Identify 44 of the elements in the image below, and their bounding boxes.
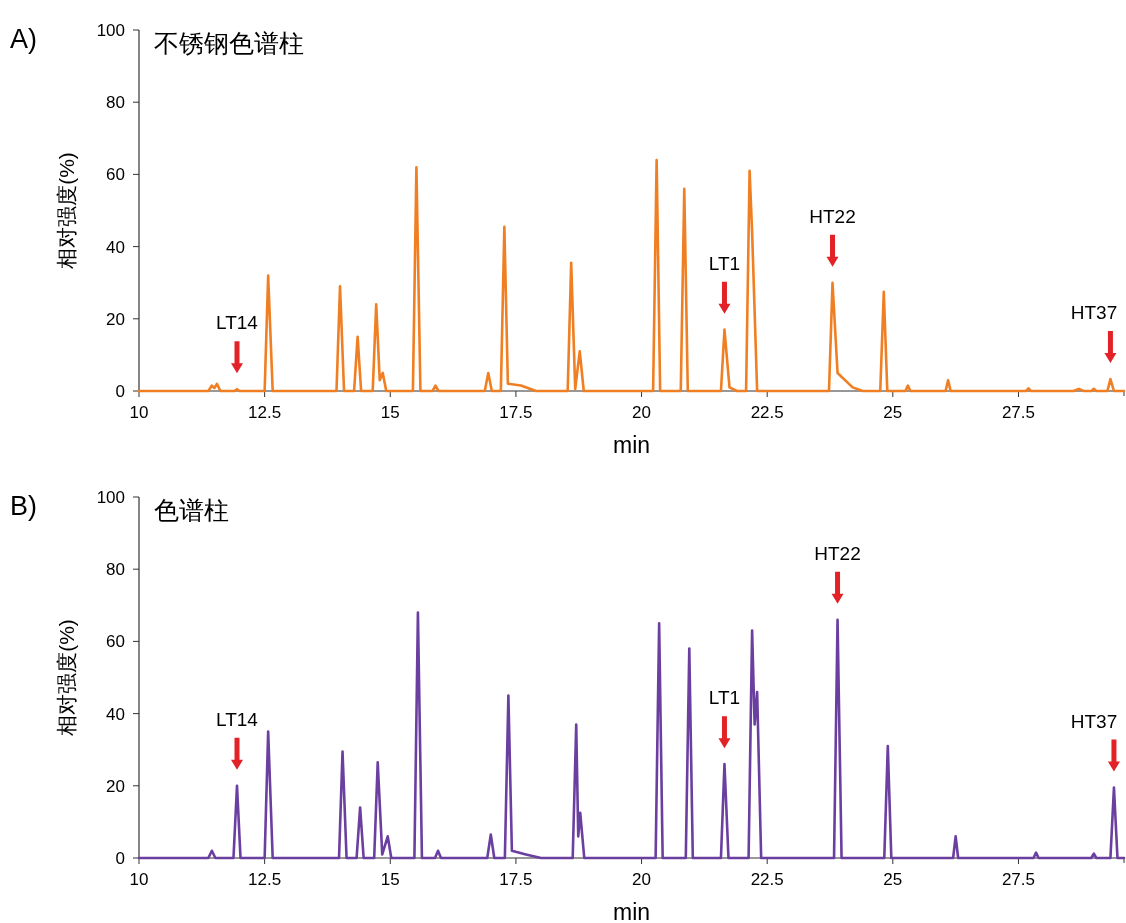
x-tick-label: 25: [883, 403, 903, 422]
annotation: HT22: [809, 205, 856, 227]
text: B): [10, 491, 37, 521]
y-axis-title: 相对强度(%): [55, 619, 78, 736]
x-tick-label: 25: [883, 870, 903, 889]
y-tick-label: 40: [106, 704, 125, 724]
y-tick-label: 0: [115, 382, 125, 401]
annotation: LT14: [216, 312, 259, 334]
x-tick-label: 27.5: [1001, 403, 1036, 422]
x-tick-label: 12.5: [248, 870, 282, 889]
annotation: LT14: [216, 708, 259, 730]
x-tick-label: 17.5: [499, 403, 533, 422]
annotation: HT37: [1070, 302, 1118, 324]
x-axis-title: min: [612, 432, 651, 458]
y-tick-label: 20: [106, 309, 125, 329]
annotation: LT1: [708, 687, 741, 709]
x-tick-label: 15: [380, 870, 400, 889]
x-tick-label: 20: [632, 403, 652, 422]
y-tick-label: 100: [96, 21, 125, 40]
x-tick-label: 20: [632, 870, 652, 889]
annotation: HT22: [814, 542, 861, 564]
text: A): [10, 24, 37, 54]
chart-title: 色谱柱: [154, 496, 229, 524]
annotation: HT37: [1070, 710, 1118, 732]
y-tick-label: 100: [96, 488, 125, 507]
y-tick-label: 20: [106, 776, 125, 796]
x-tick-label: 12.5: [248, 403, 282, 422]
x-tick-label: 10: [129, 870, 149, 889]
x-tick-label: 17.5: [499, 870, 533, 889]
chart-title: 不锈钢色谱柱: [154, 29, 304, 57]
y-tick-label: 80: [106, 560, 125, 580]
y-axis-title: 相对强度(%): [55, 152, 78, 269]
y-tick-label: 40: [106, 237, 125, 257]
x-axis-title: min: [612, 899, 651, 923]
y-tick-label: 80: [106, 93, 125, 113]
y-tick-label: 60: [106, 632, 125, 652]
x-tick-label: 22.5: [750, 403, 784, 422]
y-tick-label: 0: [115, 849, 125, 868]
x-tick-label: 15: [380, 403, 400, 422]
annotation: LT1: [708, 252, 741, 274]
x-tick-label: 22.5: [750, 870, 784, 889]
x-tick-label: 27.5: [1001, 870, 1036, 889]
y-tick-label: 60: [106, 165, 125, 185]
x-tick-label: 10: [129, 403, 149, 422]
